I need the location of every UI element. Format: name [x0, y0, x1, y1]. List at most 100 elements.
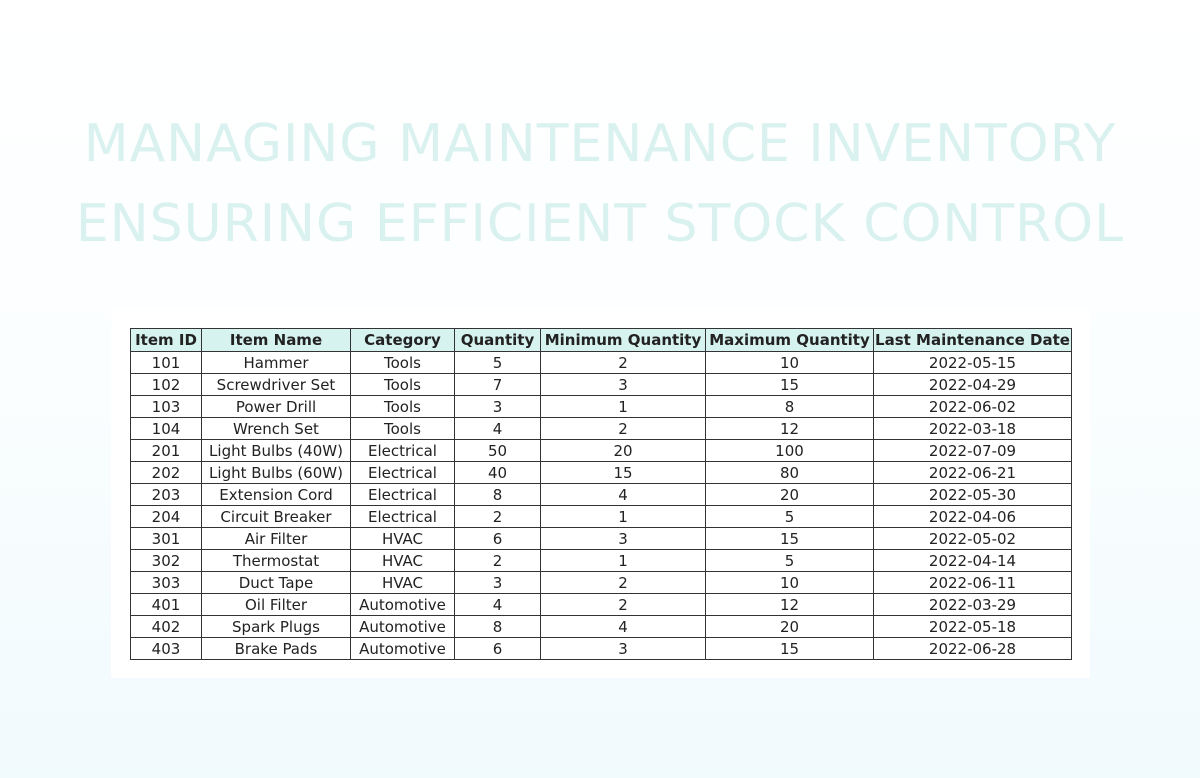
quantity-cell: 3: [454, 571, 541, 594]
maximum-quantity-cell: 15: [705, 637, 874, 660]
table-row: 104 Wrench Set Tools 4 2 12 2022-03-18: [130, 417, 1072, 440]
minimum-quantity-cell: 3: [540, 637, 706, 660]
last-maintenance-date-cell: 2022-05-30: [873, 483, 1072, 506]
item-name-cell: Duct Tape: [201, 571, 351, 594]
minimum-quantity-cell: 2: [540, 351, 706, 374]
item-id-cell: 401: [130, 593, 202, 616]
table-row: 204 Circuit Breaker Electrical 2 1 5 2022-04-0…: [130, 505, 1072, 528]
maximum-quantity-cell: 80: [705, 461, 874, 484]
quantity-cell: 2: [454, 505, 541, 528]
item-name-cell: Light Bulbs (60W): [201, 461, 351, 484]
page-title-line-2: ENSURING EFFICIENT STOCK CONTROL: [75, 194, 1125, 254]
table-card: Item ID Item Name Category Quantity Mini…: [111, 308, 1090, 678]
minimum-quantity-cell: 2: [540, 571, 706, 594]
table-row: 402 Spark Plugs Automotive 8 4 20 2022-05-18: [130, 615, 1072, 638]
table-row: 201 Light Bulbs (40W) Electrical 50 20 100 202…: [130, 439, 1072, 462]
item-id-cell: 303: [130, 571, 202, 594]
column-header-last-maintenance-date: Last Maintenance Date: [873, 328, 1072, 352]
maximum-quantity-cell: 15: [705, 527, 874, 550]
last-maintenance-date-cell: 2022-06-21: [873, 461, 1072, 484]
item-name-cell: Screwdriver Set: [201, 373, 351, 396]
maximum-quantity-cell: 10: [705, 571, 874, 594]
item-id-cell: 403: [130, 637, 202, 660]
category-cell: HVAC: [350, 527, 455, 550]
maximum-quantity-cell: 5: [705, 549, 874, 572]
quantity-cell: 6: [454, 637, 541, 660]
column-header-minimum-quantity: Minimum Quantity: [540, 328, 706, 352]
minimum-quantity-cell: 15: [540, 461, 706, 484]
maximum-quantity-cell: 5: [705, 505, 874, 528]
item-id-cell: 203: [130, 483, 202, 506]
minimum-quantity-cell: 4: [540, 615, 706, 638]
minimum-quantity-cell: 2: [540, 593, 706, 616]
table-row: 301 Air Filter HVAC 6 3 15 2022-05-02: [130, 527, 1072, 550]
maximum-quantity-cell: 12: [705, 417, 874, 440]
quantity-cell: 5: [454, 351, 541, 374]
category-cell: Electrical: [350, 461, 455, 484]
last-maintenance-date-cell: 2022-06-11: [873, 571, 1072, 594]
last-maintenance-date-cell: 2022-04-14: [873, 549, 1072, 572]
table-row: 302 Thermostat HVAC 2 1 5 2022-04-14: [130, 549, 1072, 572]
minimum-quantity-cell: 1: [540, 505, 706, 528]
category-cell: Electrical: [350, 483, 455, 506]
inventory-table: Item ID Item Name Category Quantity Mini…: [130, 328, 1072, 660]
item-id-cell: 201: [130, 439, 202, 462]
last-maintenance-date-cell: 2022-05-15: [873, 351, 1072, 374]
column-header-item-name: Item Name: [201, 328, 351, 352]
table-body: 101 Hammer Tools 5 2 10 2022-05-15 102 Screwdriv…: [130, 351, 1072, 660]
item-name-cell: Wrench Set: [201, 417, 351, 440]
table-row: 102 Screwdriver Set Tools 7 3 15 2022-04-29: [130, 373, 1072, 396]
table-row: 101 Hammer Tools 5 2 10 2022-05-15: [130, 351, 1072, 374]
maximum-quantity-cell: 100: [705, 439, 874, 462]
column-header-category: Category: [350, 328, 455, 352]
item-name-cell: Brake Pads: [201, 637, 351, 660]
item-id-cell: 204: [130, 505, 202, 528]
table-row: 203 Extension Cord Electrical 8 4 20 2022-05-3…: [130, 483, 1072, 506]
table-row: 103 Power Drill Tools 3 1 8 2022-06-02: [130, 395, 1072, 418]
maximum-quantity-cell: 10: [705, 351, 874, 374]
last-maintenance-date-cell: 2022-03-18: [873, 417, 1072, 440]
last-maintenance-date-cell: 2022-07-09: [873, 439, 1072, 462]
item-id-cell: 402: [130, 615, 202, 638]
quantity-cell: 8: [454, 615, 541, 638]
item-name-cell: Extension Cord: [201, 483, 351, 506]
item-id-cell: 104: [130, 417, 202, 440]
item-id-cell: 102: [130, 373, 202, 396]
quantity-cell: 3: [454, 395, 541, 418]
maximum-quantity-cell: 15: [705, 373, 874, 396]
quantity-cell: 50: [454, 439, 541, 462]
item-id-cell: 301: [130, 527, 202, 550]
category-cell: Automotive: [350, 637, 455, 660]
last-maintenance-date-cell: 2022-06-02: [873, 395, 1072, 418]
item-id-cell: 101: [130, 351, 202, 374]
item-name-cell: Circuit Breaker: [201, 505, 351, 528]
column-header-item-id: Item ID: [130, 328, 202, 352]
category-cell: Electrical: [350, 505, 455, 528]
item-name-cell: Spark Plugs: [201, 615, 351, 638]
category-cell: Tools: [350, 395, 455, 418]
minimum-quantity-cell: 3: [540, 527, 706, 550]
quantity-cell: 6: [454, 527, 541, 550]
item-id-cell: 302: [130, 549, 202, 572]
category-cell: Automotive: [350, 615, 455, 638]
category-cell: Electrical: [350, 439, 455, 462]
item-name-cell: Hammer: [201, 351, 351, 374]
quantity-cell: 4: [454, 593, 541, 616]
item-id-cell: 103: [130, 395, 202, 418]
last-maintenance-date-cell: 2022-04-29: [873, 373, 1072, 396]
category-cell: Tools: [350, 417, 455, 440]
quantity-cell: 2: [454, 549, 541, 572]
last-maintenance-date-cell: 2022-04-06: [873, 505, 1072, 528]
minimum-quantity-cell: 1: [540, 549, 706, 572]
maximum-quantity-cell: 8: [705, 395, 874, 418]
quantity-cell: 40: [454, 461, 541, 484]
maximum-quantity-cell: 20: [705, 483, 874, 506]
item-name-cell: Light Bulbs (40W): [201, 439, 351, 462]
table-row: 403 Brake Pads Automotive 6 3 15 2022-06-28: [130, 637, 1072, 660]
category-cell: Tools: [350, 351, 455, 374]
item-name-cell: Air Filter: [201, 527, 351, 550]
category-cell: HVAC: [350, 571, 455, 594]
item-name-cell: Thermostat: [201, 549, 351, 572]
minimum-quantity-cell: 4: [540, 483, 706, 506]
table-row: 303 Duct Tape HVAC 3 2 10 2022-06-11: [130, 571, 1072, 594]
